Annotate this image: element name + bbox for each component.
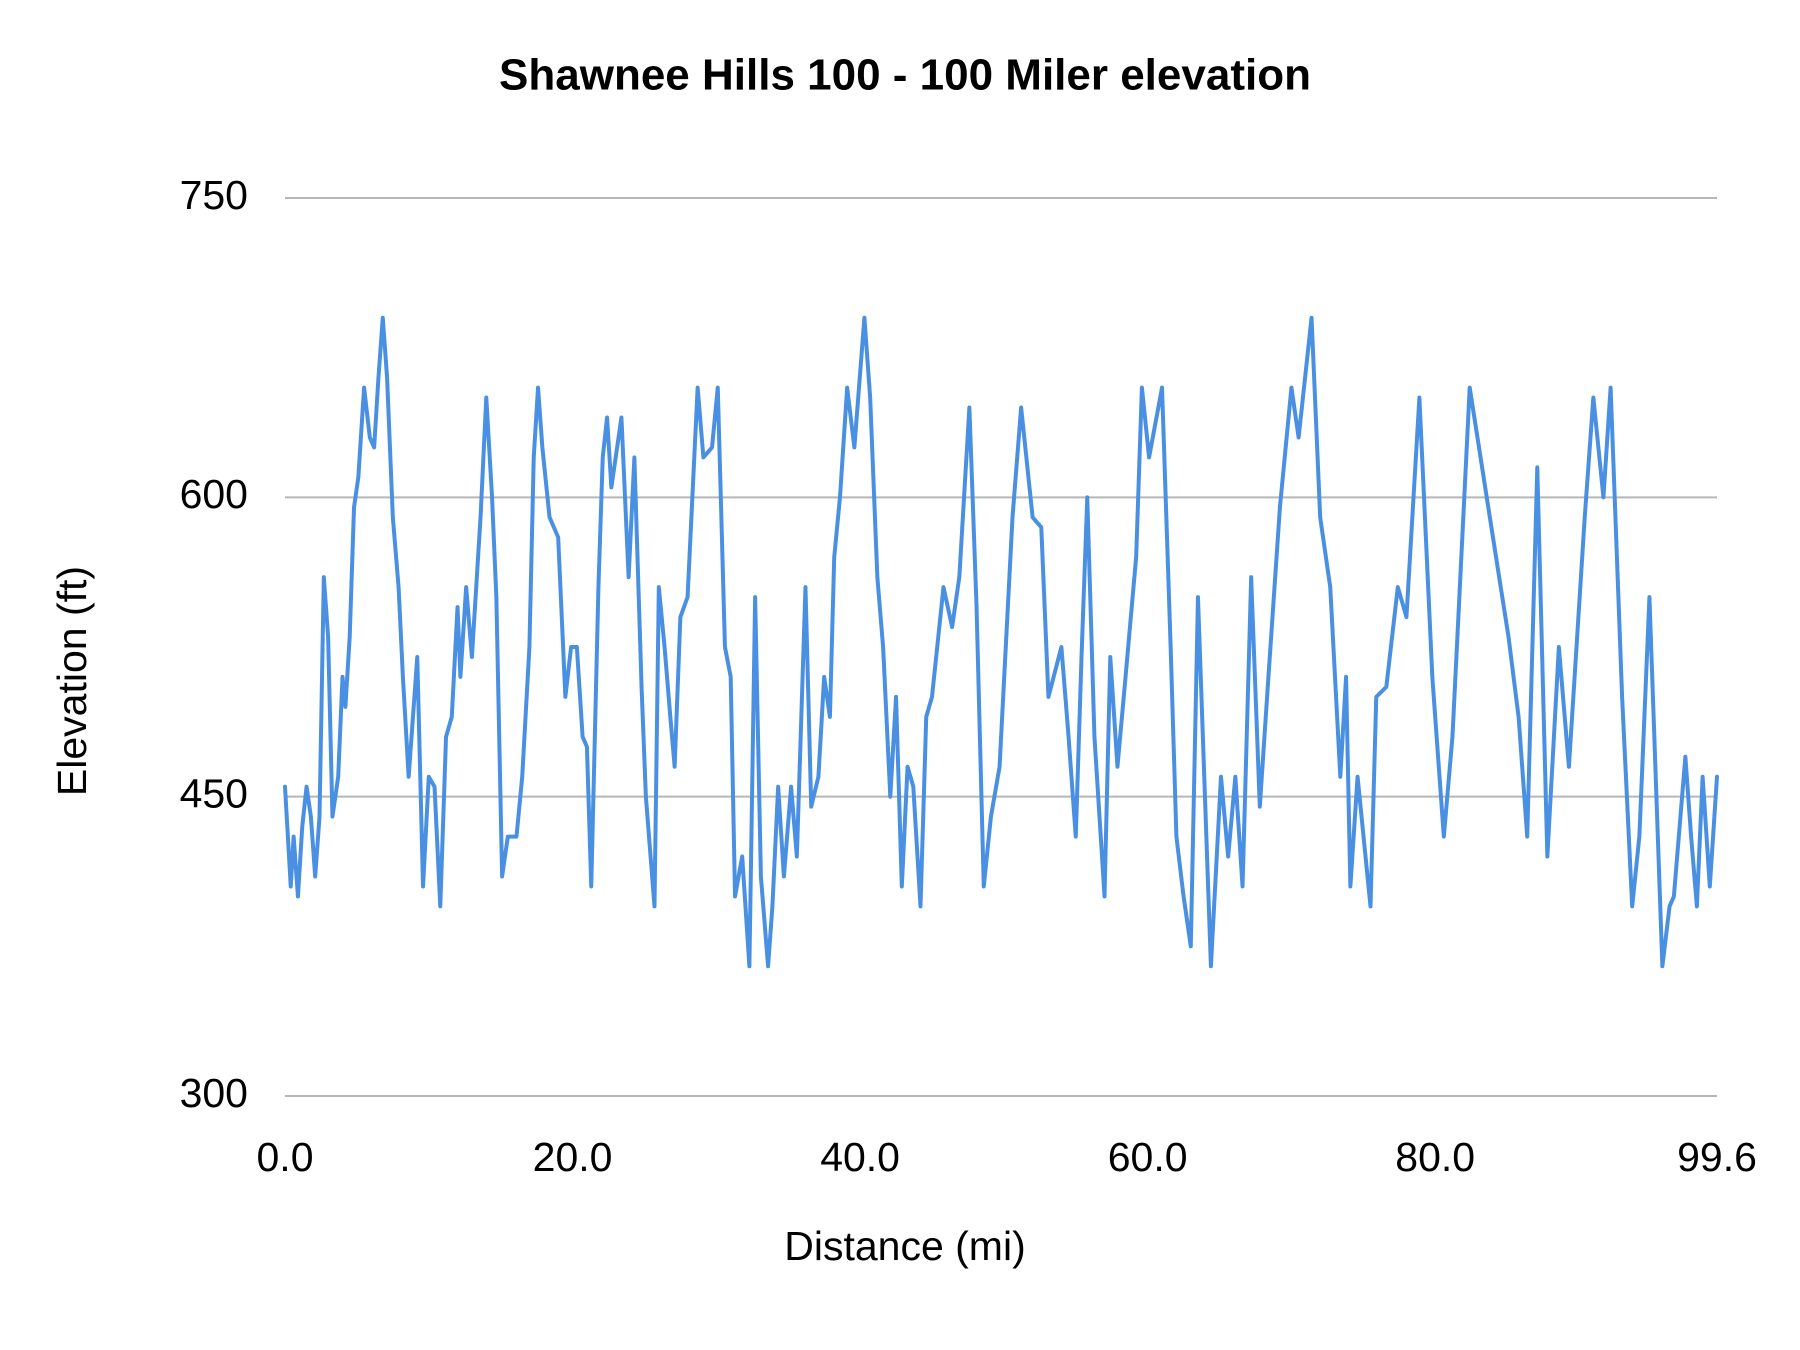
y-axis-title: Elevation (ft)	[49, 566, 95, 796]
x-tick-label: 40.0	[820, 1134, 900, 1180]
y-tick-label: 450	[180, 770, 248, 816]
y-tick-label: 750	[180, 172, 248, 218]
y-tick-label: 300	[180, 1070, 248, 1116]
x-tick-label: 80.0	[1395, 1134, 1475, 1180]
x-axis-title: Distance (mi)	[784, 1223, 1025, 1269]
x-tick-label: 99.6	[1677, 1134, 1757, 1180]
elevation-line	[283, 315, 1719, 969]
y-tick-label: 600	[180, 471, 248, 517]
x-tick-label: 0.0	[257, 1134, 314, 1180]
x-tick-label: 20.0	[533, 1134, 613, 1180]
chart-title: Shawnee Hills 100 - 100 Miler elevation	[499, 51, 1311, 100]
x-tick-label: 60.0	[1108, 1134, 1188, 1180]
